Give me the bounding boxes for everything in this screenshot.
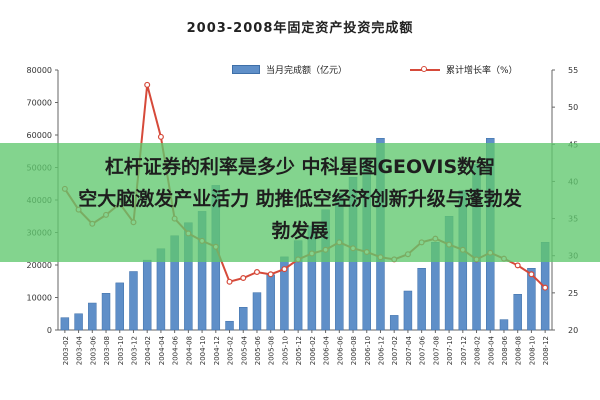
bar	[403, 290, 413, 331]
x-tick-label: 2007-02	[391, 336, 399, 365]
x-tick-label: 2003-12	[130, 336, 138, 365]
line-point	[144, 81, 151, 88]
bar	[239, 307, 248, 331]
y-right-tick-label: 55	[568, 66, 578, 75]
x-tick-label: 2006-04	[323, 335, 331, 365]
y-left-tick-label: 0	[47, 326, 52, 335]
x-tick-label: 2008-04	[487, 335, 495, 365]
legend-item-bars: 当月完成额（亿元）	[232, 63, 347, 76]
x-tick-label: 2006-08	[350, 336, 358, 365]
line-point	[226, 278, 233, 285]
x-tick-label: 2007-06	[419, 335, 427, 365]
overlay-line-2: 空大脑激发产业活力 助推低空经济创新升级与蓬勃发	[78, 188, 522, 210]
x-tick-label: 2006-12	[377, 336, 385, 365]
line-point	[528, 271, 535, 278]
legend-item-line: 累计增长率（%）	[410, 63, 518, 76]
bar	[417, 268, 426, 331]
x-tick-label: 2004-10	[199, 336, 207, 365]
x-tick-label: 2006-10	[364, 336, 372, 365]
x-tick-label: 2007-08	[432, 336, 440, 365]
legend-line-swatch	[410, 65, 440, 72]
x-tick-label: 2007-12	[460, 336, 468, 365]
x-tick-label: 2003-04	[76, 335, 84, 365]
x-axis: 2003-02 2003-04 2003-06 2003-08 2003-10 2003-…	[62, 330, 550, 365]
y-left-tick-label: 20000	[27, 261, 52, 270]
y-right-tick-label: 25	[568, 289, 578, 298]
y-right-tick-label: 50	[568, 103, 578, 112]
y-right-tick-label: 20	[568, 326, 578, 335]
x-tick-label: 2007-04	[405, 335, 413, 365]
x-tick-label: 2004-06	[172, 335, 180, 365]
x-tick-label: 2005-08	[268, 336, 276, 365]
bar	[101, 293, 111, 331]
bar	[499, 319, 509, 331]
x-tick-label: 2006-06	[336, 335, 344, 365]
line-point	[157, 133, 164, 140]
bar	[60, 317, 70, 331]
x-tick-label: 2003-10	[117, 336, 125, 365]
bar	[142, 259, 152, 331]
x-tick-label: 2008-12	[542, 336, 550, 365]
x-tick-label: 2005-02	[227, 336, 235, 365]
bar	[225, 320, 234, 331]
bar	[74, 313, 83, 331]
bar	[252, 292, 262, 331]
line-point	[281, 266, 288, 273]
line-point	[253, 269, 260, 276]
bar	[129, 271, 138, 331]
bar	[389, 315, 399, 331]
bar	[513, 294, 522, 331]
x-tick-label: 2004-02	[144, 336, 152, 365]
x-tick-label: 2008-10	[528, 336, 536, 365]
overlay-headline[interactable]: 杠杆证券的利率是多少 中科星图GEOVIS数智 空大脑激发产业活力 助推低空经济…	[0, 151, 600, 247]
line-point	[514, 262, 521, 269]
x-tick-label: 2005-12	[295, 336, 303, 365]
x-tick-label: 2005-10	[281, 336, 289, 365]
line-point	[267, 271, 274, 278]
y-left-tick-label: 80000	[27, 66, 52, 75]
x-tick-label: 2003-08	[103, 336, 111, 365]
legend-label-line: 累计增长率（%）	[446, 66, 518, 76]
line-point	[542, 284, 549, 291]
bar	[88, 302, 97, 331]
legend-label-bars: 当月完成额（亿元）	[266, 66, 348, 76]
x-tick-label: 2005-06	[254, 335, 262, 365]
x-tick-label: 2004-08	[185, 336, 193, 365]
chart-title: 2003-2008年固定资产投资完成额	[186, 21, 414, 36]
bar	[266, 274, 275, 331]
bar	[115, 282, 124, 331]
x-tick-label: 2004-12	[213, 336, 221, 365]
x-tick-label: 2008-06	[501, 335, 509, 365]
overlay-banner[interactable]	[0, 143, 600, 262]
x-tick-label: 2008-08	[515, 336, 523, 365]
x-tick-label: 2008-02	[474, 336, 482, 365]
y-left-tick-label: 60000	[27, 131, 52, 140]
y-left-tick-label: 10000	[27, 294, 52, 303]
overlay-line-1: 杠杆证券的利率是多少 中科星图GEOVIS数智	[104, 156, 496, 178]
overlay-line-3: 勃发展	[271, 220, 329, 242]
x-tick-label: 2004-04	[158, 335, 166, 365]
x-tick-label: 2003-02	[62, 336, 70, 365]
x-tick-label: 2006-02	[309, 336, 317, 365]
x-tick-label: 2003-06	[89, 335, 97, 365]
line-point	[240, 275, 247, 282]
x-tick-label: 2005-04	[240, 335, 248, 365]
x-tick-label: 2007-10	[446, 336, 454, 365]
legend-bar-swatch	[232, 65, 260, 74]
y-left-tick-label: 70000	[27, 99, 52, 108]
